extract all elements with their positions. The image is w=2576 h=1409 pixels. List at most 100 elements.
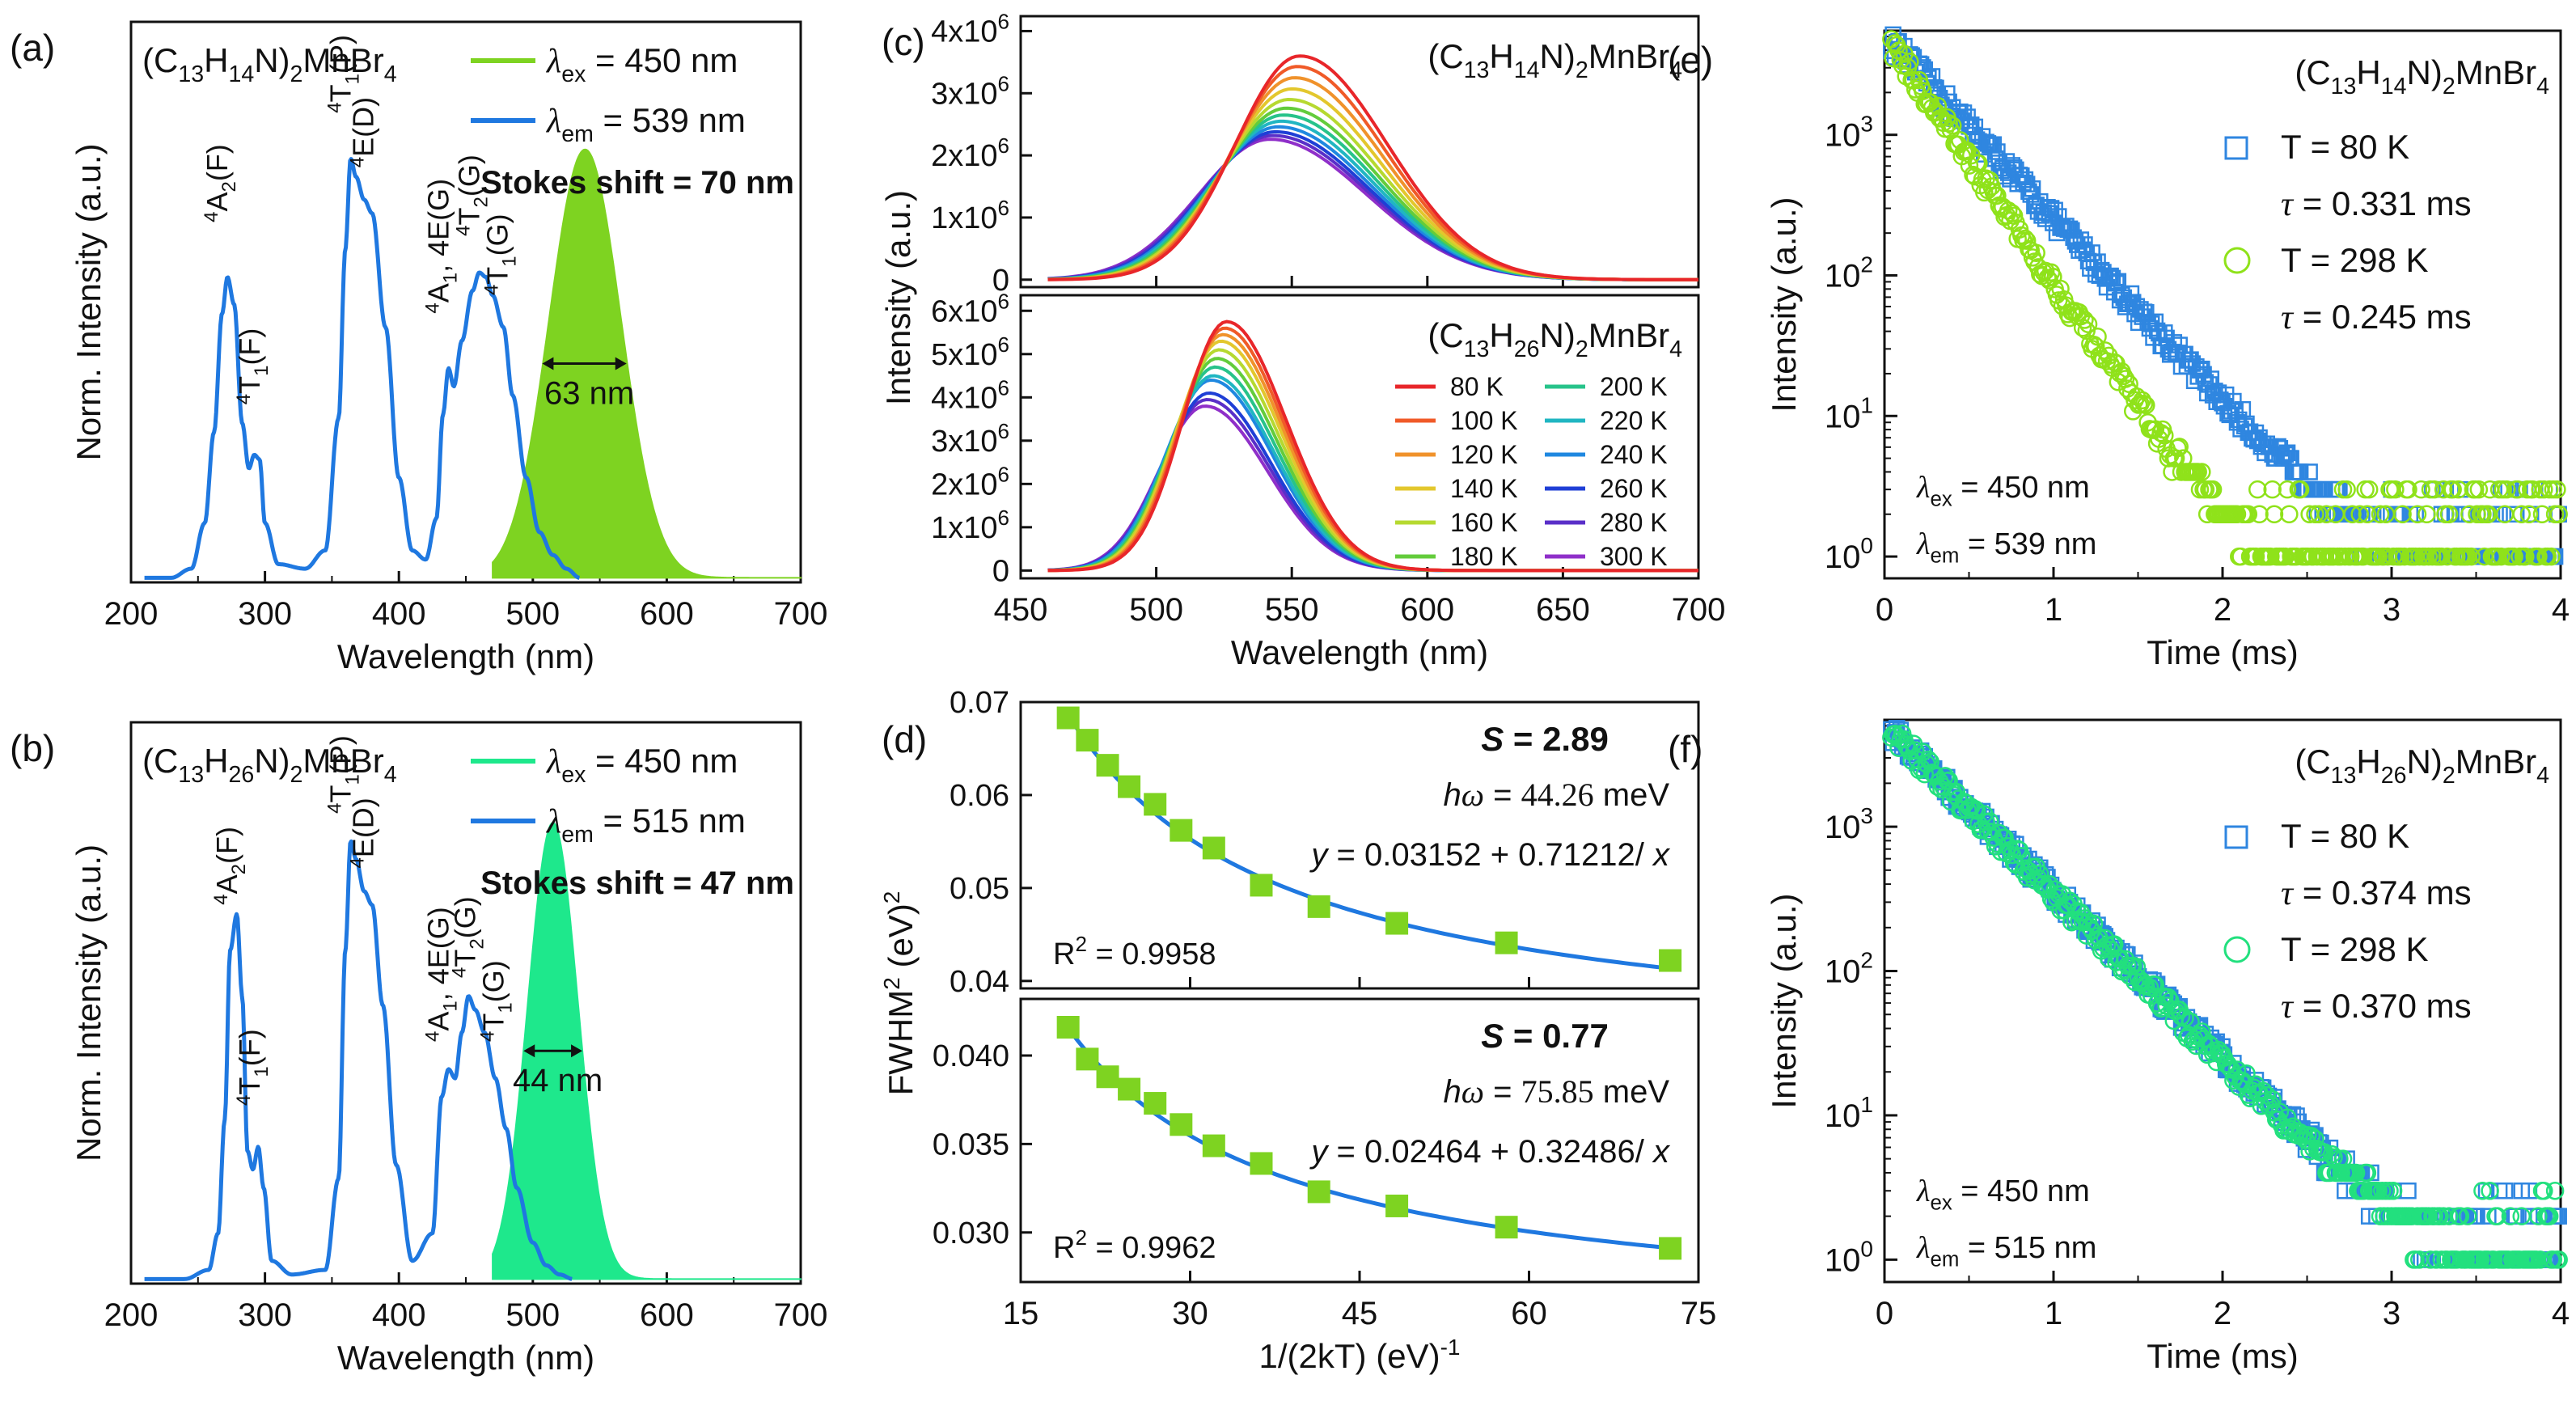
data-marker xyxy=(2250,505,2269,524)
text-part: , 4E(G) xyxy=(421,179,455,273)
data-point xyxy=(1250,1152,1273,1175)
data-marker xyxy=(1901,53,1919,71)
text-part: 4 xyxy=(233,394,255,404)
data-marker xyxy=(2040,875,2059,894)
text-part: 2 xyxy=(290,762,303,788)
text-part: -1 xyxy=(1440,1335,1461,1360)
text-part: (G) xyxy=(480,214,514,256)
x-tick-label: 3 xyxy=(2383,1296,2400,1331)
data-marker xyxy=(2400,1182,2417,1200)
text-part: em xyxy=(561,121,594,147)
text-part: λ xyxy=(545,43,561,80)
text-part: (D) xyxy=(347,97,380,138)
transition-label: 4A2(F) xyxy=(201,144,240,222)
y-axis-title: FWHM2 (eV)2 xyxy=(879,891,920,1096)
text-part: 13 xyxy=(178,762,204,788)
text-part: T xyxy=(233,376,266,394)
transition-label: 4E(D) xyxy=(347,798,380,868)
text-part: 75.85 xyxy=(1521,1073,1594,1110)
y-tick-label: 4x106 xyxy=(931,375,1009,415)
y-tick-label: 100 xyxy=(1825,533,1873,575)
y-tick-label: 3x106 xyxy=(931,419,1009,459)
pl-curve-80K xyxy=(1047,54,1698,281)
text-part: 1x10 xyxy=(931,201,997,235)
transition-label: 4A2(F) xyxy=(210,827,250,905)
data-marker xyxy=(2384,1181,2403,1200)
x-tick-label: 450 xyxy=(994,592,1048,628)
wavelength-annotation: λem = 515 nm xyxy=(545,802,746,848)
data-marker xyxy=(2443,480,2462,499)
data-point xyxy=(1170,819,1193,842)
y-tick-label: 0.040 xyxy=(933,1039,1009,1073)
text-part: 2 xyxy=(1860,948,1873,973)
transition-label: 4T1(G) xyxy=(476,960,516,1042)
y-axis-title: Norm. Intensity (a.u.) xyxy=(70,143,108,460)
x-axis-title: Wavelength (nm) xyxy=(1231,633,1488,671)
text-part: 6 xyxy=(998,9,1009,33)
text-part: 4 xyxy=(324,802,346,813)
x-tick-label: 45 xyxy=(1342,1296,1378,1331)
data-marker xyxy=(2535,1181,2553,1200)
text-part: 13 xyxy=(2331,74,2357,99)
fit-curve xyxy=(1064,710,1677,971)
text-part: 4x10 xyxy=(931,15,997,49)
text-part: = 0.03152 + 0.71212/ xyxy=(1327,837,1653,873)
fwhm-arrowhead xyxy=(542,357,554,370)
y-tick-label: 0.035 xyxy=(933,1128,1009,1161)
x-tick-label: 300 xyxy=(238,596,292,632)
text-part: S xyxy=(1481,720,1504,758)
text-part: A xyxy=(421,1012,455,1031)
text-part: (G) xyxy=(449,896,482,938)
y-tick-label: 3x106 xyxy=(931,71,1009,111)
data-marker xyxy=(2451,1207,2470,1225)
text-part: 13 xyxy=(2331,763,2357,789)
text-part: = 0.374 ms xyxy=(2293,874,2472,912)
text-part: 4 xyxy=(347,857,369,868)
data-marker xyxy=(2408,505,2427,524)
text-part: 13 xyxy=(178,61,204,87)
text-part: 2 xyxy=(879,891,904,904)
text-part: (D) xyxy=(347,798,380,838)
data-marker xyxy=(2371,505,2390,524)
fwhm-arrowhead xyxy=(615,357,627,370)
data-marker xyxy=(2122,285,2140,303)
data-marker xyxy=(2540,1207,2559,1225)
text-part: 4 xyxy=(421,1031,443,1042)
data-marker xyxy=(2496,1182,2514,1200)
y-tick-label: 0.07 xyxy=(950,686,1009,720)
data-marker xyxy=(2170,438,2189,456)
text-part: 4 xyxy=(1669,57,1682,83)
text-part: λ xyxy=(1916,1231,1930,1265)
text-part: 4 xyxy=(480,285,502,295)
data-marker xyxy=(2480,1208,2497,1225)
text-part: 10 xyxy=(1825,258,1861,294)
lifetime-label: τ = 0.245 ms xyxy=(2281,298,2472,336)
compound-formula: (C13H14N)2MnBr4 xyxy=(2295,53,2549,99)
text-part: 4x10 xyxy=(931,381,997,415)
wavelength-annotation: λem = 539 nm xyxy=(1916,527,2096,568)
text-part: y xyxy=(1309,837,1330,873)
data-marker xyxy=(1885,725,1905,743)
data-marker xyxy=(2227,1060,2247,1079)
legend-label: 300 K xyxy=(1600,542,1668,571)
lifetime-label: τ = 0.374 ms xyxy=(2281,874,2472,912)
fwhm-label: 44 nm xyxy=(513,1063,603,1098)
text-part: = 450 nm xyxy=(1952,471,2090,505)
text-part: (C xyxy=(1428,37,1463,75)
x-tick-label: 400 xyxy=(372,1297,426,1333)
lifetime-label: τ = 0.331 ms xyxy=(2281,184,2472,223)
text-part: MnBr xyxy=(2455,743,2536,781)
wavelength-annotation: λex = 450 nm xyxy=(1916,1174,2090,1215)
x-tick-label: 550 xyxy=(1265,592,1319,628)
text-part: 4 xyxy=(2536,763,2549,789)
text-part: 4 xyxy=(421,303,443,313)
text-part: N) xyxy=(2407,53,2443,91)
text-part: (G) xyxy=(476,960,510,1002)
text-part: 3x10 xyxy=(931,425,997,459)
data-marker xyxy=(1958,142,1977,160)
y-tick-label: 2x106 xyxy=(931,133,1009,173)
legend-label: T = 298 K xyxy=(2281,930,2429,968)
legend-label: 280 K xyxy=(1600,508,1668,537)
text-part: 10 xyxy=(1825,118,1861,154)
